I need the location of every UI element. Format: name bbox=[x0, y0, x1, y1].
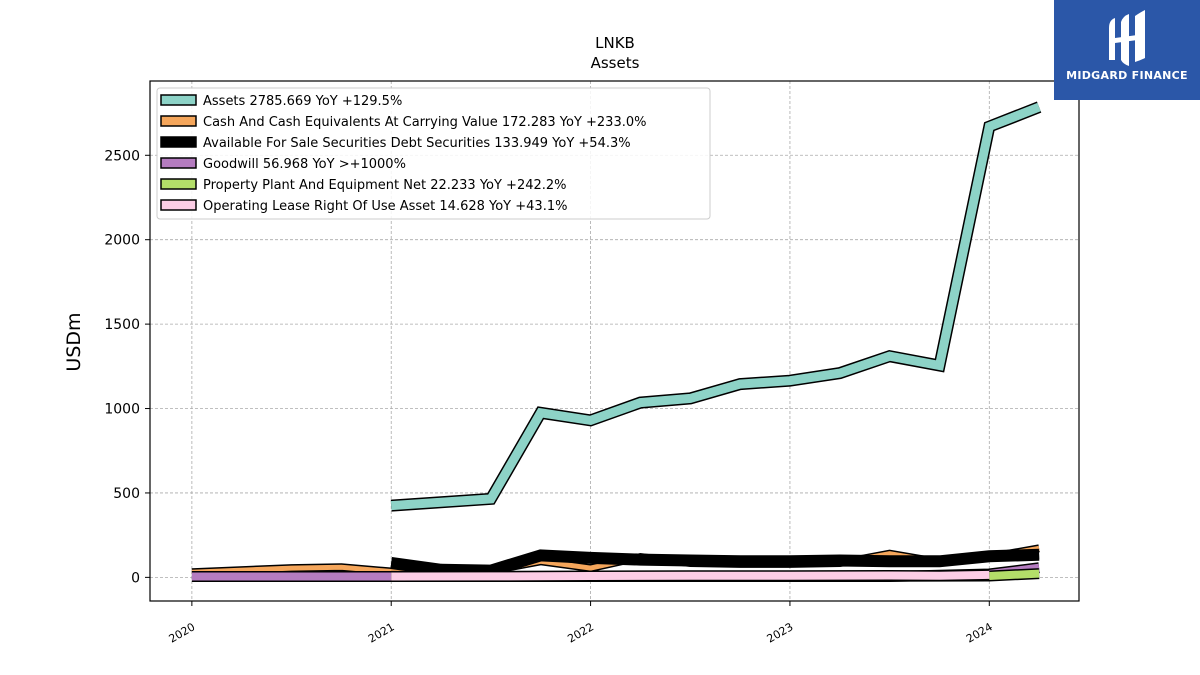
legend-entry: Cash And Cash Equivalents At Carrying Va… bbox=[203, 115, 646, 130]
legend-entry: Goodwill 56.968 YoY >+1000% bbox=[203, 157, 406, 172]
chart-title: LNKB bbox=[595, 34, 635, 52]
series-line bbox=[391, 570, 990, 581]
legend-swatch bbox=[160, 178, 197, 190]
ticks: 0 500 1000 1500 2000 2500 2020 2021 2022 2023 2024 bbox=[104, 148, 994, 645]
legend-swatch bbox=[160, 136, 197, 148]
legend-entry: Operating Lease Right Of Use Asset 14.62… bbox=[203, 199, 567, 214]
chart-subtitle: Assets bbox=[591, 54, 640, 72]
x-tick-label: 2021 bbox=[366, 620, 397, 645]
series-operating-lease-right-of-use-asset bbox=[391, 569, 990, 582]
x-tick-label: 2024 bbox=[964, 620, 995, 645]
series-line bbox=[390, 102, 1041, 511]
series-layer bbox=[191, 101, 1042, 582]
plot-frame bbox=[149, 80, 1080, 602]
legend-box bbox=[156, 87, 711, 220]
brand-name: MIDGARD FINANCE bbox=[1066, 69, 1188, 82]
legend-entry: Assets 2785.669 YoY +129.5% bbox=[203, 94, 402, 109]
y-tick-label: 500 bbox=[113, 486, 140, 502]
y-tick-label: 2000 bbox=[104, 233, 140, 249]
y-tick-label: 1000 bbox=[104, 402, 140, 418]
legend-swatch bbox=[160, 157, 197, 169]
legend-swatch bbox=[160, 115, 197, 127]
brand-logo: MIDGARD FINANCE bbox=[1054, 0, 1200, 100]
legend-entry: Available For Sale Securities Debt Secur… bbox=[203, 136, 631, 151]
x-tick-label: 2020 bbox=[167, 620, 198, 645]
legend: Assets 2785.669 YoY +129.5% Cash And Cash… bbox=[156, 87, 711, 220]
mh-monogram-icon bbox=[1109, 10, 1145, 66]
y-tick-label: 0 bbox=[131, 570, 140, 586]
series-line bbox=[390, 550, 1040, 576]
x-tick-label: 2023 bbox=[765, 620, 796, 645]
legend-swatch bbox=[160, 94, 197, 106]
x-tick-label: 2022 bbox=[565, 620, 596, 645]
legend-entry: Property Plant And Equipment Net 22.233 … bbox=[203, 178, 567, 193]
y-tick-label: 2500 bbox=[104, 148, 140, 164]
y-tick-label: 1500 bbox=[104, 317, 140, 333]
series-assets bbox=[390, 101, 1042, 512]
legend-swatch bbox=[160, 199, 197, 211]
series-available-for-sale-securities-debt-securities bbox=[390, 548, 1040, 577]
y-axis-label: USDm bbox=[63, 312, 85, 371]
